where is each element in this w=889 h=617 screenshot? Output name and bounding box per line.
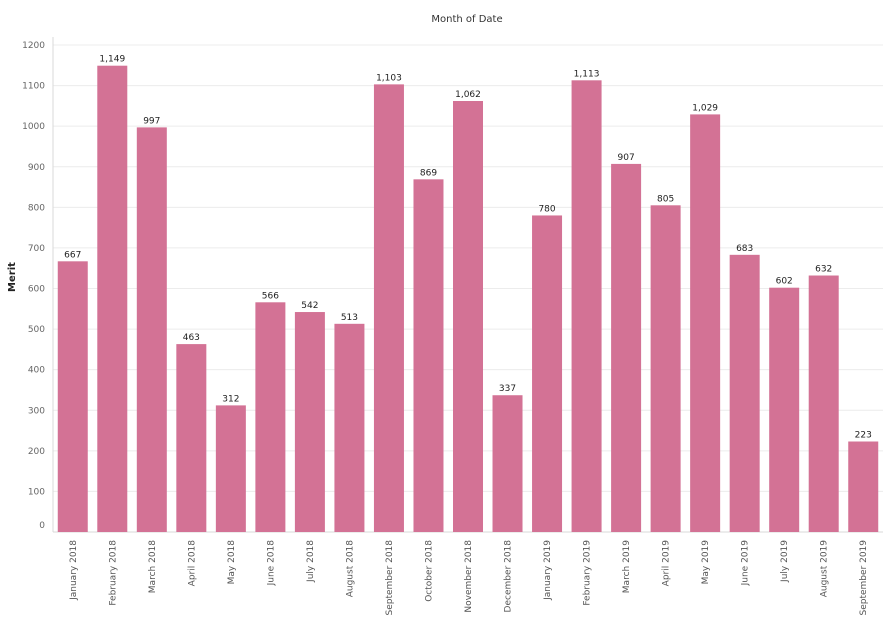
y-tick-label: 500: [28, 325, 45, 335]
chart-title: Month of Date: [431, 14, 502, 25]
y-tick-label: 1100: [22, 82, 45, 92]
x-tick-label: January 2019: [543, 540, 553, 601]
x-tick-label: April 2018: [187, 540, 197, 587]
bar-value-label: 602: [776, 277, 793, 287]
x-tick-label: May 2018: [227, 540, 237, 585]
x-tick-label: January 2018: [69, 540, 79, 601]
bar-value-label: 997: [143, 116, 160, 126]
y-axis-ticks: 0 100 200 300 400 500 600 700 800 900 1000 1100 1200: [22, 41, 45, 531]
x-tick-label: July 2019: [780, 540, 790, 583]
bar[interactable]: [611, 163, 642, 532]
bar[interactable]: [97, 65, 128, 532]
bar-value-label: 805: [657, 194, 674, 204]
x-tick-label: December 2018: [504, 540, 514, 613]
bars: [57, 65, 879, 533]
bar[interactable]: [808, 275, 839, 532]
bar[interactable]: [453, 101, 483, 532]
bar[interactable]: [650, 205, 681, 533]
y-tick-label: 800: [28, 203, 45, 213]
bar-value-label: 683: [736, 244, 753, 254]
y-tick-label: 900: [28, 163, 45, 173]
x-tick-label: October 2018: [424, 540, 434, 602]
x-tick-label: August 2018: [345, 540, 355, 598]
bar-value-labels: 667 1,149 997 463 312 566 542 513 1,103 869 1,062 3…: [64, 55, 872, 441]
bar[interactable]: [492, 395, 523, 532]
x-tick-label: May 2019: [701, 540, 711, 585]
bar-value-label: 337: [499, 384, 516, 394]
bar-value-label: 513: [341, 313, 358, 323]
bar-value-label: 1,113: [574, 69, 600, 79]
y-tick-label: 700: [28, 244, 45, 254]
y-tick-label: 600: [28, 285, 45, 295]
bar-value-label: 907: [618, 153, 635, 163]
x-tick-label: March 2018: [148, 540, 158, 593]
x-tick-label: November 2018: [464, 540, 474, 613]
y-tick-label: 200: [28, 447, 45, 457]
x-tick-label: June 2019: [741, 540, 751, 587]
bar[interactable]: [334, 323, 365, 532]
y-tick-label: 1000: [22, 122, 45, 132]
x-tick-label: September 2018: [385, 540, 395, 616]
bar-value-label: 542: [301, 301, 318, 311]
y-tick-label: 100: [28, 487, 45, 497]
bar-value-label: 566: [262, 291, 279, 301]
bar[interactable]: [215, 405, 246, 532]
bar[interactable]: [769, 287, 800, 532]
bar-value-label: 223: [855, 431, 872, 441]
bar-value-label: 1,062: [455, 90, 481, 100]
bar[interactable]: [294, 312, 325, 532]
y-axis-label: Merit: [7, 262, 18, 292]
bar-value-label: 780: [538, 204, 555, 214]
bar[interactable]: [532, 215, 563, 532]
bar[interactable]: [729, 254, 760, 532]
bar[interactable]: [690, 114, 721, 533]
y-tick-label: 400: [28, 366, 45, 376]
x-tick-label: February 2018: [108, 540, 118, 606]
bar[interactable]: [57, 261, 88, 532]
y-tick-label: 1200: [22, 41, 45, 51]
bar-value-label: 463: [183, 333, 200, 343]
bar-value-label: 1,149: [99, 55, 125, 65]
y-tick-label: 0: [39, 521, 45, 531]
bar-value-label: 667: [64, 250, 81, 260]
bar[interactable]: [571, 80, 602, 532]
x-axis-ticks: January 2018 February 2018 March 2018 April…: [69, 540, 869, 616]
x-tick-label: August 2019: [820, 540, 830, 598]
x-tick-label: June 2018: [266, 540, 276, 587]
bar-value-label: 1,029: [692, 103, 718, 113]
bar[interactable]: [848, 441, 879, 533]
bar[interactable]: [255, 302, 286, 532]
y-tick-label: 300: [28, 406, 45, 416]
x-tick-label: September 2019: [859, 540, 869, 616]
x-tick-label: April 2019: [662, 540, 672, 587]
bar[interactable]: [413, 179, 444, 532]
x-tick-label: July 2018: [306, 540, 316, 583]
x-tick-label: March 2019: [622, 540, 632, 593]
bar[interactable]: [136, 127, 167, 532]
bar-value-label: 312: [222, 394, 239, 404]
x-tick-label: February 2019: [583, 540, 593, 606]
bar[interactable]: [176, 344, 207, 532]
bar-value-label: 869: [420, 168, 437, 178]
bar[interactable]: [373, 84, 404, 533]
bar-value-label: 1,103: [376, 73, 402, 83]
bar-value-label: 632: [815, 265, 832, 275]
